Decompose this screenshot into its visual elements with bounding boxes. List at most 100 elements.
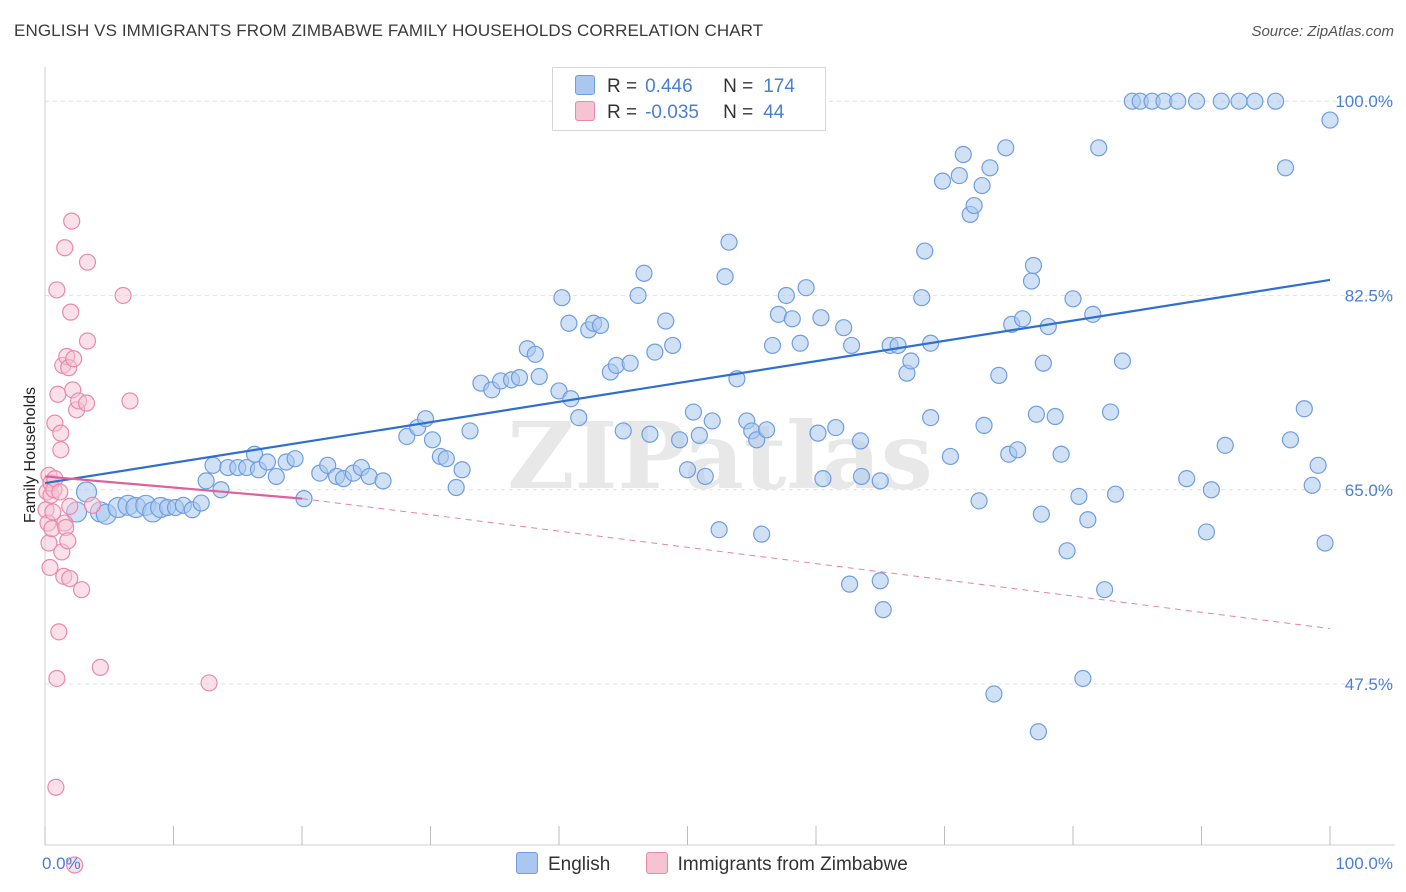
y-tick-label: 82.5% (1345, 286, 1393, 305)
y-tick-label: 65.0% (1345, 481, 1393, 500)
english-point (985, 685, 1003, 703)
y-tick-label: 100.0% (1335, 92, 1393, 111)
english-point (973, 176, 991, 195)
legend-item-english[interactable]: English (516, 852, 610, 876)
english-point (267, 467, 285, 486)
english-point (550, 382, 568, 400)
english-point (1202, 481, 1220, 499)
english-point (461, 422, 479, 440)
english-point (1058, 542, 1076, 560)
grid-lines (45, 100, 1395, 685)
english-point (710, 521, 728, 539)
english-point (570, 408, 588, 427)
english-point (197, 472, 215, 490)
english-point (657, 312, 675, 330)
english-point (1009, 441, 1027, 459)
english-point (757, 421, 776, 439)
english-point (913, 289, 931, 307)
english-point (1013, 310, 1032, 328)
y-axis-label: Family Households (22, 387, 39, 523)
zimbabwe-point (78, 253, 97, 271)
zimbabwe-point (56, 239, 74, 257)
zimbabwe-points (37, 212, 218, 874)
english-point (933, 172, 952, 190)
english-point (204, 456, 222, 474)
zimbabwe-point (77, 394, 96, 412)
english-point (842, 336, 861, 355)
english-point (1212, 92, 1230, 110)
english-point (812, 309, 830, 327)
english-point (635, 264, 653, 282)
english-point (678, 461, 697, 479)
english-point (1027, 405, 1046, 423)
english-point (1064, 290, 1082, 308)
zimbabwe-point (47, 778, 65, 796)
english-point (684, 403, 703, 421)
zimbabwe-point (59, 532, 77, 550)
english-point (763, 336, 782, 355)
legend-n-label: N = (723, 102, 754, 123)
english-point (791, 334, 809, 352)
english-point (621, 354, 639, 372)
english-point (1267, 92, 1285, 110)
zimbabwe-point (62, 303, 80, 321)
english-point (629, 286, 647, 305)
zimbabwe-point (114, 286, 132, 305)
x-tick-label: 100.0% (1335, 854, 1393, 873)
zimbabwe-point (72, 581, 91, 599)
y-tick-labels: 47.5% 65.0% 82.5% 100.0% (1335, 92, 1393, 694)
legend-r-label: R = (607, 76, 638, 97)
english-point (1169, 92, 1187, 110)
english-point (1178, 470, 1196, 488)
english-point (696, 467, 714, 486)
english-point (437, 450, 455, 468)
english-trend-line (44, 278, 1331, 485)
axes (44, 67, 1395, 846)
english-point (851, 432, 870, 450)
english-point (1321, 111, 1339, 129)
zimbabwe-point (52, 424, 70, 442)
zimbabwe-swatch (575, 101, 595, 121)
english-point (753, 525, 771, 543)
english-point (423, 431, 442, 449)
english-point (560, 314, 578, 332)
zimbabwe-point (50, 623, 68, 641)
english-point (374, 472, 392, 490)
english-point (1090, 139, 1108, 157)
english-point (447, 478, 465, 497)
english-point (950, 166, 968, 185)
english-point (526, 345, 544, 363)
english-point (975, 416, 993, 434)
english-point (1032, 505, 1050, 523)
zimbabwe-legend-swatch (645, 852, 668, 874)
legend-r-label: R = (607, 102, 638, 123)
english-points (66, 92, 1339, 741)
english-point (1074, 669, 1092, 688)
zimbabwe-trend-line-solid (44, 475, 303, 500)
legend-item-zimbabwe[interactable]: Immigrants from Zimbabwe (645, 852, 908, 876)
zimbabwe-point (61, 497, 79, 516)
english-point (941, 447, 960, 466)
english-point (981, 159, 999, 177)
english-point (553, 289, 571, 307)
zimbabwe-point (91, 658, 109, 676)
english-point (1046, 407, 1064, 426)
chart-title: ENGLISH VS IMMIGRANTS FROM ZIMBABWE FAMI… (14, 21, 764, 40)
english-point (670, 431, 689, 449)
english-point (192, 494, 210, 512)
zimbabwe-point (61, 569, 79, 588)
english-point (1316, 534, 1334, 552)
english-point (1084, 305, 1102, 323)
english-point (1187, 92, 1206, 110)
english-point (970, 492, 988, 510)
english-point (902, 352, 920, 370)
english-point (453, 461, 471, 479)
english-point (889, 336, 907, 355)
english-point (1246, 92, 1264, 110)
english-legend-label: English (548, 854, 611, 875)
english-legend-swatch (516, 852, 538, 874)
english-point (614, 422, 632, 440)
x-tick-label: 0.0% (42, 854, 81, 873)
english-point (997, 139, 1015, 157)
